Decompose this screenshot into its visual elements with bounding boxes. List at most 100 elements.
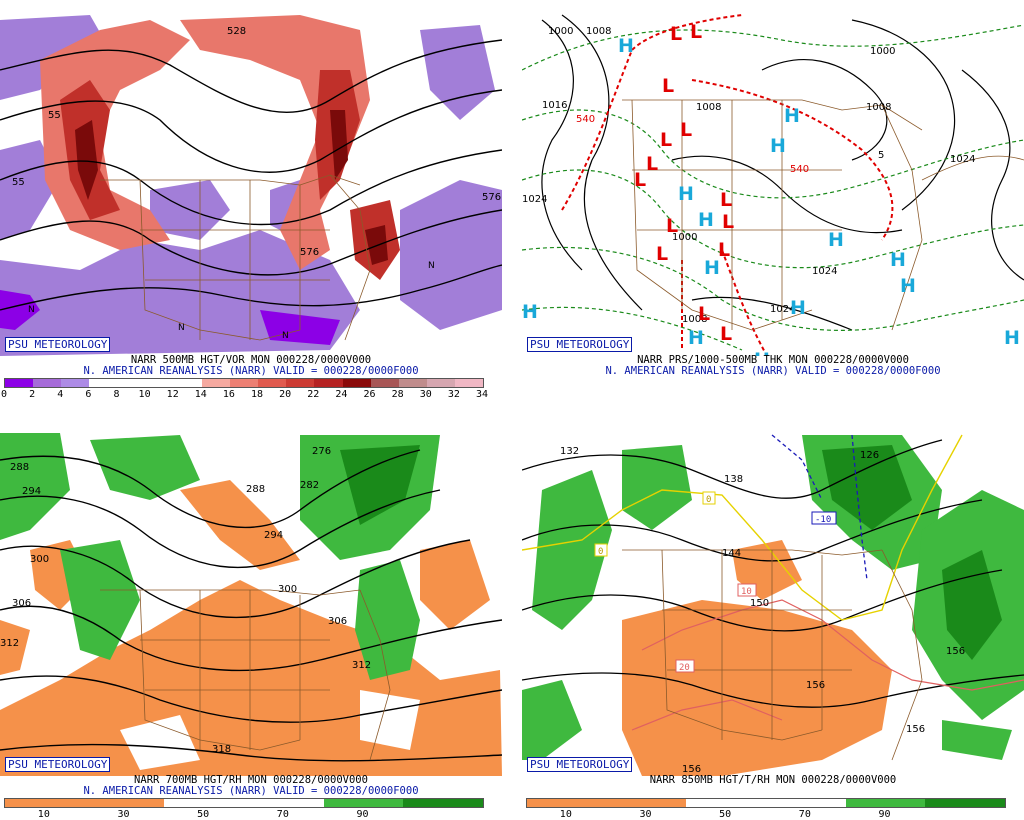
psu-meteorology-badge: PSU METEOROLOGY	[527, 337, 633, 352]
high-pressure-symbol: H	[618, 35, 634, 57]
contour-label: 1008	[696, 102, 721, 113]
contour-label: 300	[30, 554, 49, 565]
contour-label: 306	[328, 616, 347, 627]
colorbar-swatch	[606, 799, 687, 807]
panel-title: NARR 700MB HGT/RH MON 000228/0000V000	[134, 774, 368, 786]
low-pressure-symbol: L	[690, 21, 702, 43]
contour-label: 306	[12, 598, 31, 609]
contour-label: 312	[0, 638, 19, 649]
colorbar-tick-label: 34	[475, 389, 489, 400]
contour-label: 1024	[812, 266, 837, 277]
colorbar-swatch	[201, 379, 230, 387]
panel-700mb-rh: 288 294 300 306 312 276 282 288 294 300 …	[0, 420, 502, 820]
panel-pressure-thickness: 1000 1008 1016 1024 1000 1008 1024 1024 …	[522, 0, 1024, 399]
contour-label: 282	[300, 480, 319, 491]
colorbar-swatch	[164, 799, 245, 807]
contour-label: 312	[352, 660, 371, 671]
contour-label: 288	[10, 462, 29, 473]
low-pressure-symbol: L	[698, 303, 710, 325]
psu-meteorology-badge: PSU METEOROLOGY	[527, 757, 633, 772]
contour-label: 1000	[870, 46, 895, 57]
contour-label: 55	[48, 110, 61, 121]
colorbar-tick-label: 30	[639, 809, 652, 820]
colorbar-swatch	[117, 379, 146, 387]
temp-label: 20	[679, 663, 690, 673]
colorbar-tick-label: 70	[798, 809, 811, 820]
rh-700mb-map: 288 294 300 306 312 276 282 288 294 300 …	[0, 433, 502, 776]
high-pressure-symbol: H	[770, 135, 786, 157]
high-pressure-symbol: H	[522, 301, 538, 323]
panel-subtitle: N. AMERICAN REANALYSIS (NARR) VALID = 00…	[605, 365, 941, 377]
n-marker: N	[178, 323, 185, 333]
contour-label: 156	[806, 680, 825, 691]
high-pressure-symbol: H	[688, 327, 704, 349]
colorbar-swatch	[89, 379, 118, 387]
contour-label: 1008	[682, 314, 707, 325]
colorbar-tick-label: 26	[363, 389, 376, 400]
colorbar-tick-label: 32	[447, 389, 460, 400]
colorbar-tick-label: 10	[37, 809, 50, 820]
panel-title: NARR PRS/1000-500MB THK MON 000228/0000V…	[637, 354, 909, 366]
colorbar-swatch	[286, 379, 315, 387]
contour-label: 1000	[672, 232, 697, 243]
colorbar-tick-label: 24	[335, 389, 348, 400]
colorbar-tick-label: 50	[719, 809, 732, 820]
contour-label: 150	[750, 598, 769, 609]
colorbar-tick-label: 90	[356, 809, 369, 820]
colorbar-tick-label: 10	[138, 389, 151, 400]
colorbar-tick-label: 10	[559, 809, 572, 820]
colorbar-tick-label: 28	[391, 389, 404, 400]
contour-label: 1024	[950, 154, 975, 165]
contour-label: 126	[860, 450, 879, 461]
panel-850mb-temp-rh: 132 126 138 144 150 156 156 156 156 0 0 …	[522, 420, 1024, 820]
colorbar-tick-label: 12	[166, 389, 179, 400]
low-pressure-symbol: L	[670, 23, 682, 45]
colorbar-tick-label: 2	[29, 389, 36, 400]
colorbar-swatch	[173, 379, 202, 387]
temp-label: 0	[706, 495, 711, 505]
contour-label: 5	[878, 150, 884, 161]
psu-meteorology-badge: PSU METEOROLOGY	[5, 337, 111, 352]
colorbar-swatch	[33, 379, 62, 387]
contour-label: 318	[212, 744, 231, 755]
contour-label: 294	[22, 486, 41, 497]
colorbar-swatch	[342, 379, 371, 387]
contour-label: 576	[300, 247, 319, 258]
contour-label: 1000	[548, 26, 573, 37]
high-pressure-symbol: H	[784, 105, 800, 127]
colorbar-tick-label: 30	[117, 809, 130, 820]
high-pressure-symbol: H	[678, 183, 694, 205]
temp-label: 0	[598, 547, 603, 557]
colorbar-swatch	[230, 379, 259, 387]
contour-label: 1024	[522, 194, 547, 205]
temp-label: 10	[741, 587, 752, 597]
colorbar-swatch	[314, 379, 343, 387]
colorbar-tick-label: 0	[0, 389, 8, 400]
colorbar-swatch	[766, 799, 846, 807]
colorbar-tick-label: 4	[57, 389, 64, 400]
colorbar-swatch	[686, 799, 767, 807]
contour-label: 288	[246, 484, 265, 495]
colorbar-swatch	[5, 799, 85, 807]
colorbar-tick-label: 70	[276, 809, 289, 820]
colorbar-swatch	[84, 799, 165, 807]
colorbar-tick-label: 90	[878, 809, 891, 820]
low-pressure-symbol: L	[662, 75, 674, 97]
n-marker: N	[28, 305, 35, 315]
psu-meteorology-badge: PSU METEOROLOGY	[5, 757, 111, 772]
low-pressure-symbol: L	[722, 211, 734, 233]
vorticity-colorbar	[4, 378, 484, 388]
colorbar-swatch	[398, 379, 427, 387]
thickness-label: 540	[576, 114, 595, 125]
panel-500mb-vorticity: 528 55 55 576 576 N N N N PSU METEOROLOG…	[0, 0, 502, 400]
low-pressure-symbol: L	[720, 189, 732, 211]
colorbar-swatch	[426, 379, 455, 387]
temp-rh-850mb-map: 132 126 138 144 150 156 156 156 156 0 0 …	[522, 433, 1024, 776]
colorbar-tick-label: 8	[113, 389, 120, 400]
colorbar-tick-label: 20	[279, 389, 292, 400]
vorticity-map: 528 55 55 576 576 N N N N	[0, 13, 502, 356]
contour-label: 294	[264, 530, 283, 541]
low-pressure-symbol: L	[660, 129, 672, 151]
contour-label: 1024	[770, 304, 795, 315]
panel-subtitle: N. AMERICAN REANALYSIS (NARR) VALID = 00…	[83, 365, 419, 377]
